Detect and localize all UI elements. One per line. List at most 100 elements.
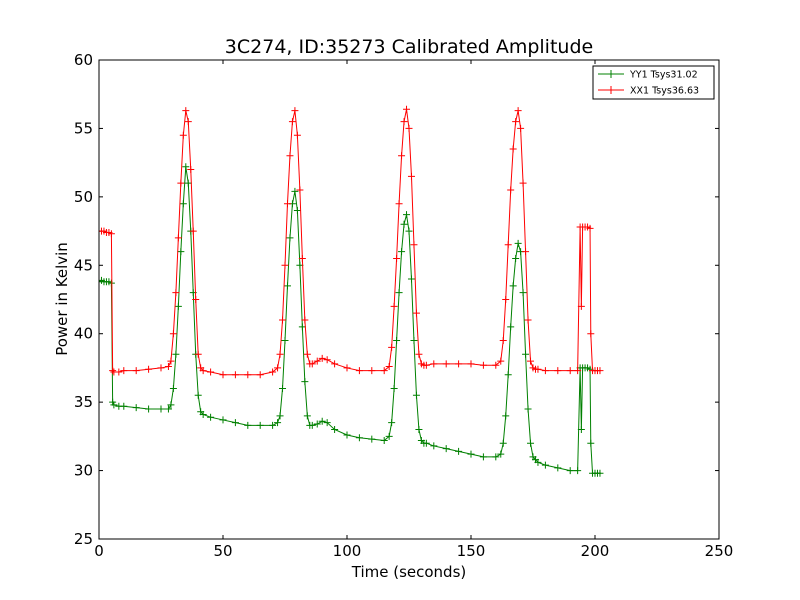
data-point [577, 426, 585, 434]
data-point [177, 248, 185, 256]
data-point [497, 357, 505, 365]
data-point [541, 367, 549, 375]
data-point [554, 464, 562, 472]
data-point [512, 254, 520, 262]
legend-label-yy1: YY1 Tsys31.02 [629, 70, 698, 81]
data-point [527, 357, 535, 365]
data-point [293, 207, 301, 215]
data-point [405, 227, 413, 235]
data-point [323, 419, 331, 427]
data-point [169, 330, 177, 338]
data-point [167, 401, 175, 409]
data-point [566, 367, 574, 375]
data-point [534, 458, 542, 466]
data-point [323, 356, 331, 364]
data-point [479, 453, 487, 461]
data-point [514, 107, 522, 115]
data-point [502, 412, 510, 420]
data-point [199, 367, 207, 375]
data-point [269, 421, 277, 429]
data-point [407, 275, 415, 283]
data-point [110, 401, 118, 409]
data-point [298, 254, 306, 262]
data-point [415, 426, 423, 434]
data-point [174, 302, 182, 310]
series-line [99, 166, 600, 474]
data-point [182, 107, 190, 115]
data-point [385, 363, 393, 371]
data-point [145, 405, 153, 413]
data-point [566, 467, 574, 475]
data-point [517, 124, 525, 132]
data-point [182, 163, 190, 171]
data-point [403, 105, 411, 113]
data-point [368, 435, 376, 443]
x-tick-label: 100 [333, 542, 362, 560]
data-point [199, 410, 207, 418]
data-point [524, 405, 532, 413]
data-point [109, 367, 117, 375]
data-point [492, 361, 500, 369]
data-point [286, 152, 294, 160]
data-point [174, 234, 182, 242]
data-point [509, 145, 517, 153]
data-point [574, 467, 582, 475]
data-point [219, 416, 227, 424]
y-axis-label: Power in Kelvin [53, 242, 71, 356]
data-point [355, 367, 363, 375]
data-point [519, 179, 527, 187]
y-tick-label: 55 [74, 119, 93, 137]
data-point [189, 227, 197, 235]
data-point [412, 309, 420, 317]
data-point [164, 405, 172, 413]
data-point [274, 364, 282, 372]
data-point [301, 378, 309, 386]
data-point [179, 200, 187, 208]
data-point [179, 131, 187, 139]
data-point [301, 316, 309, 324]
data-point [169, 384, 177, 392]
y-tick-label: 35 [74, 393, 93, 411]
data-point [343, 364, 351, 372]
data-point [596, 469, 604, 477]
data-point [410, 337, 418, 345]
data-point [380, 367, 388, 375]
data-point [308, 360, 316, 368]
data-point [455, 360, 463, 368]
data-point [293, 131, 301, 139]
data-point [398, 248, 406, 256]
data-point [298, 323, 306, 331]
data-point [587, 330, 595, 338]
data-point [455, 447, 463, 455]
data-point [507, 186, 515, 194]
data-point [442, 360, 450, 368]
data-point [587, 439, 595, 447]
data-point [492, 453, 500, 461]
x-axis-label: Time (seconds) [351, 563, 467, 581]
y-tick-label: 45 [74, 256, 93, 274]
data-point [120, 402, 128, 410]
data-point [504, 371, 512, 379]
data-point [308, 421, 316, 429]
data-point [467, 450, 475, 458]
data-point [187, 165, 195, 173]
data-point [331, 426, 339, 434]
data-point [400, 118, 408, 126]
data-point [256, 421, 264, 429]
data-point [442, 445, 450, 453]
y-tick-label: 25 [74, 530, 93, 548]
data-point [586, 224, 594, 232]
data-point [467, 360, 475, 368]
data-point [288, 118, 296, 126]
data-point [303, 412, 311, 420]
data-point [524, 316, 532, 324]
data-point [318, 354, 326, 362]
series-layer [99, 105, 604, 477]
data-point [395, 200, 403, 208]
data-point [157, 364, 165, 372]
data-point [120, 367, 128, 375]
data-point [177, 179, 185, 187]
data-point [422, 439, 430, 447]
legend-box [592, 65, 715, 100]
